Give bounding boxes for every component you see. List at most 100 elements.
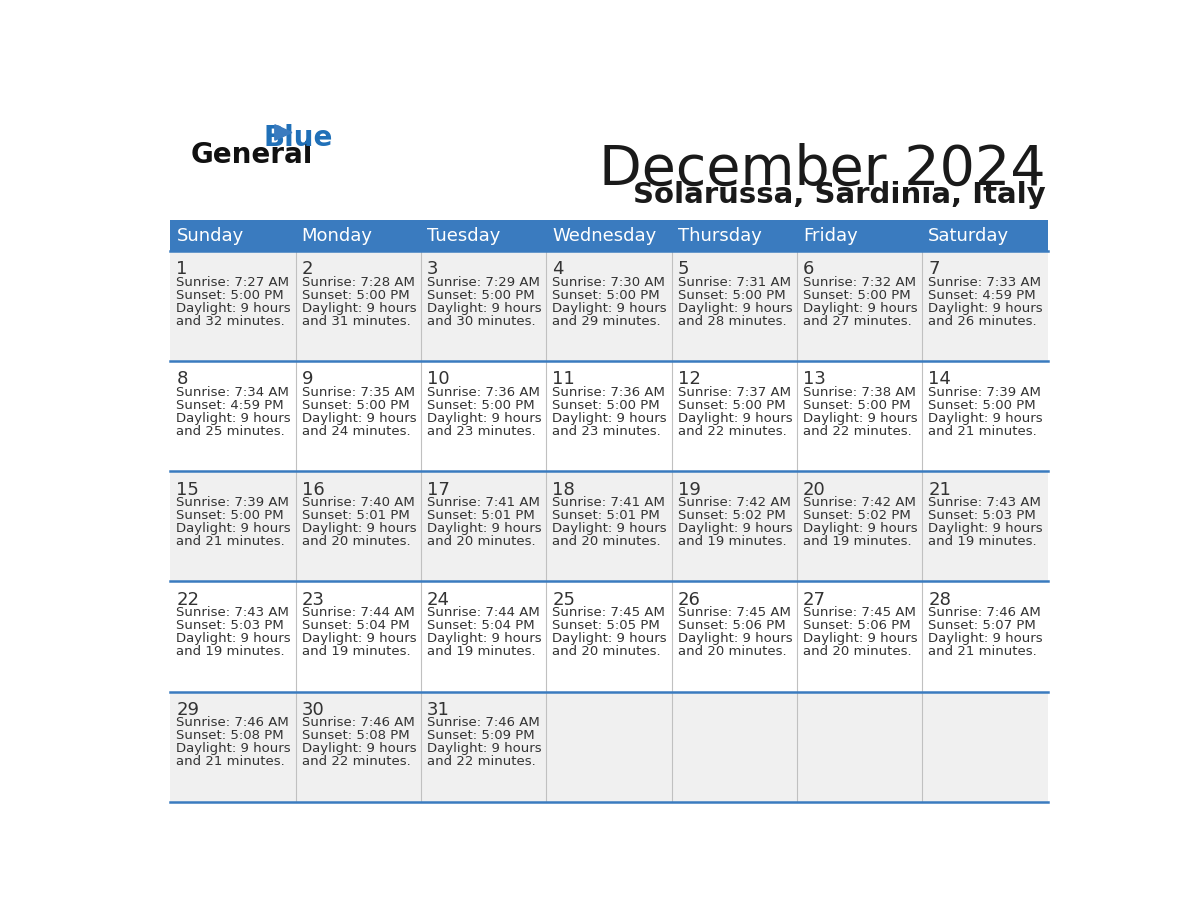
Text: 29: 29 bbox=[176, 700, 200, 719]
Text: 12: 12 bbox=[677, 371, 701, 388]
Text: General: General bbox=[191, 141, 314, 169]
Text: Daylight: 9 hours: Daylight: 9 hours bbox=[426, 522, 542, 535]
Text: Daylight: 9 hours: Daylight: 9 hours bbox=[176, 302, 291, 315]
Text: Sunset: 5:00 PM: Sunset: 5:00 PM bbox=[426, 399, 535, 412]
Text: 1: 1 bbox=[176, 261, 188, 278]
Text: Daylight: 9 hours: Daylight: 9 hours bbox=[552, 302, 666, 315]
Text: Sunrise: 7:46 AM: Sunrise: 7:46 AM bbox=[426, 716, 539, 729]
Text: Daylight: 9 hours: Daylight: 9 hours bbox=[677, 412, 792, 425]
Text: Sunset: 5:00 PM: Sunset: 5:00 PM bbox=[928, 399, 1036, 412]
Text: 4: 4 bbox=[552, 261, 564, 278]
Text: 13: 13 bbox=[803, 371, 826, 388]
Text: 15: 15 bbox=[176, 480, 200, 498]
Text: Sunrise: 7:45 AM: Sunrise: 7:45 AM bbox=[803, 606, 916, 619]
Text: Daylight: 9 hours: Daylight: 9 hours bbox=[928, 412, 1043, 425]
Text: and 23 minutes.: and 23 minutes. bbox=[426, 425, 536, 438]
Text: Sunrise: 7:36 AM: Sunrise: 7:36 AM bbox=[426, 386, 539, 398]
Text: Daylight: 9 hours: Daylight: 9 hours bbox=[552, 522, 666, 535]
Text: Sunrise: 7:46 AM: Sunrise: 7:46 AM bbox=[302, 716, 415, 729]
Text: and 30 minutes.: and 30 minutes. bbox=[426, 315, 536, 328]
Text: and 31 minutes.: and 31 minutes. bbox=[302, 315, 411, 328]
Text: Daylight: 9 hours: Daylight: 9 hours bbox=[176, 743, 291, 756]
Text: Daylight: 9 hours: Daylight: 9 hours bbox=[302, 412, 416, 425]
Text: Solarussa, Sardinia, Italy: Solarussa, Sardinia, Italy bbox=[633, 181, 1045, 209]
Text: Sunrise: 7:45 AM: Sunrise: 7:45 AM bbox=[552, 606, 665, 619]
Text: 31: 31 bbox=[426, 700, 450, 719]
Text: Daylight: 9 hours: Daylight: 9 hours bbox=[176, 522, 291, 535]
Text: 9: 9 bbox=[302, 371, 314, 388]
Text: Daylight: 9 hours: Daylight: 9 hours bbox=[928, 633, 1043, 645]
Bar bbox=[170, 251, 1048, 361]
Text: Sunset: 5:00 PM: Sunset: 5:00 PM bbox=[803, 399, 911, 412]
Text: Sunset: 5:08 PM: Sunset: 5:08 PM bbox=[176, 729, 284, 743]
Text: Sunrise: 7:44 AM: Sunrise: 7:44 AM bbox=[302, 606, 415, 619]
Text: and 20 minutes.: and 20 minutes. bbox=[552, 645, 661, 658]
Text: Sunset: 5:00 PM: Sunset: 5:00 PM bbox=[426, 289, 535, 302]
Text: Sunset: 5:09 PM: Sunset: 5:09 PM bbox=[426, 729, 535, 743]
Bar bbox=[170, 691, 1048, 801]
Text: Daylight: 9 hours: Daylight: 9 hours bbox=[677, 302, 792, 315]
Text: Sunset: 5:06 PM: Sunset: 5:06 PM bbox=[803, 619, 911, 633]
Text: Sunset: 5:01 PM: Sunset: 5:01 PM bbox=[426, 509, 535, 522]
Bar bbox=[170, 361, 1048, 471]
Text: and 25 minutes.: and 25 minutes. bbox=[176, 425, 285, 438]
Text: and 20 minutes.: and 20 minutes. bbox=[677, 645, 786, 658]
Text: Sunrise: 7:34 AM: Sunrise: 7:34 AM bbox=[176, 386, 289, 398]
Text: and 22 minutes.: and 22 minutes. bbox=[677, 425, 786, 438]
Text: Sunrise: 7:44 AM: Sunrise: 7:44 AM bbox=[426, 606, 539, 619]
Text: Sunset: 4:59 PM: Sunset: 4:59 PM bbox=[928, 289, 1036, 302]
Bar bbox=[170, 581, 1048, 691]
Text: Sunset: 5:08 PM: Sunset: 5:08 PM bbox=[302, 729, 410, 743]
Text: Sunset: 5:01 PM: Sunset: 5:01 PM bbox=[302, 509, 410, 522]
Text: Blue: Blue bbox=[264, 124, 333, 152]
Text: 20: 20 bbox=[803, 480, 826, 498]
Text: Daylight: 9 hours: Daylight: 9 hours bbox=[552, 633, 666, 645]
Text: Sunset: 5:00 PM: Sunset: 5:00 PM bbox=[302, 289, 410, 302]
Text: Sunrise: 7:27 AM: Sunrise: 7:27 AM bbox=[176, 275, 290, 288]
Text: and 19 minutes.: and 19 minutes. bbox=[928, 535, 1037, 548]
Text: Sunrise: 7:28 AM: Sunrise: 7:28 AM bbox=[302, 275, 415, 288]
Text: Sunrise: 7:36 AM: Sunrise: 7:36 AM bbox=[552, 386, 665, 398]
Text: 11: 11 bbox=[552, 371, 575, 388]
Text: Sunrise: 7:29 AM: Sunrise: 7:29 AM bbox=[426, 275, 539, 288]
Bar bbox=[170, 220, 1048, 251]
Text: Sunset: 5:02 PM: Sunset: 5:02 PM bbox=[677, 509, 785, 522]
Text: Sunrise: 7:43 AM: Sunrise: 7:43 AM bbox=[176, 606, 289, 619]
Bar bbox=[170, 471, 1048, 581]
Text: Sunset: 5:06 PM: Sunset: 5:06 PM bbox=[677, 619, 785, 633]
Text: Daylight: 9 hours: Daylight: 9 hours bbox=[426, 302, 542, 315]
Text: and 27 minutes.: and 27 minutes. bbox=[803, 315, 912, 328]
Polygon shape bbox=[274, 125, 292, 140]
Text: Daylight: 9 hours: Daylight: 9 hours bbox=[928, 302, 1043, 315]
Text: and 19 minutes.: and 19 minutes. bbox=[803, 535, 911, 548]
Text: Sunset: 5:04 PM: Sunset: 5:04 PM bbox=[426, 619, 535, 633]
Text: Daylight: 9 hours: Daylight: 9 hours bbox=[803, 302, 917, 315]
Text: 6: 6 bbox=[803, 261, 815, 278]
Text: Sunrise: 7:39 AM: Sunrise: 7:39 AM bbox=[928, 386, 1041, 398]
Text: Sunrise: 7:41 AM: Sunrise: 7:41 AM bbox=[426, 496, 539, 509]
Text: Sunset: 5:00 PM: Sunset: 5:00 PM bbox=[176, 289, 284, 302]
Text: 3: 3 bbox=[426, 261, 438, 278]
Text: Daylight: 9 hours: Daylight: 9 hours bbox=[552, 412, 666, 425]
Text: Wednesday: Wednesday bbox=[552, 227, 657, 245]
Text: Daylight: 9 hours: Daylight: 9 hours bbox=[302, 522, 416, 535]
Text: and 22 minutes.: and 22 minutes. bbox=[803, 425, 912, 438]
Text: Tuesday: Tuesday bbox=[426, 227, 500, 245]
Text: Sunset: 5:00 PM: Sunset: 5:00 PM bbox=[677, 289, 785, 302]
Text: Sunset: 5:00 PM: Sunset: 5:00 PM bbox=[176, 509, 284, 522]
Text: Sunset: 4:59 PM: Sunset: 4:59 PM bbox=[176, 399, 284, 412]
Text: and 24 minutes.: and 24 minutes. bbox=[302, 425, 410, 438]
Text: December 2024: December 2024 bbox=[599, 143, 1045, 197]
Text: 26: 26 bbox=[677, 590, 701, 609]
Text: Sunset: 5:00 PM: Sunset: 5:00 PM bbox=[552, 289, 661, 302]
Text: and 21 minutes.: and 21 minutes. bbox=[176, 535, 285, 548]
Text: Sunrise: 7:35 AM: Sunrise: 7:35 AM bbox=[302, 386, 415, 398]
Text: Daylight: 9 hours: Daylight: 9 hours bbox=[302, 743, 416, 756]
Text: Sunset: 5:01 PM: Sunset: 5:01 PM bbox=[552, 509, 661, 522]
Text: Sunset: 5:00 PM: Sunset: 5:00 PM bbox=[302, 399, 410, 412]
Text: and 21 minutes.: and 21 minutes. bbox=[176, 756, 285, 768]
Text: Daylight: 9 hours: Daylight: 9 hours bbox=[176, 633, 291, 645]
Text: Daylight: 9 hours: Daylight: 9 hours bbox=[302, 633, 416, 645]
Text: Friday: Friday bbox=[803, 227, 858, 245]
Text: 27: 27 bbox=[803, 590, 826, 609]
